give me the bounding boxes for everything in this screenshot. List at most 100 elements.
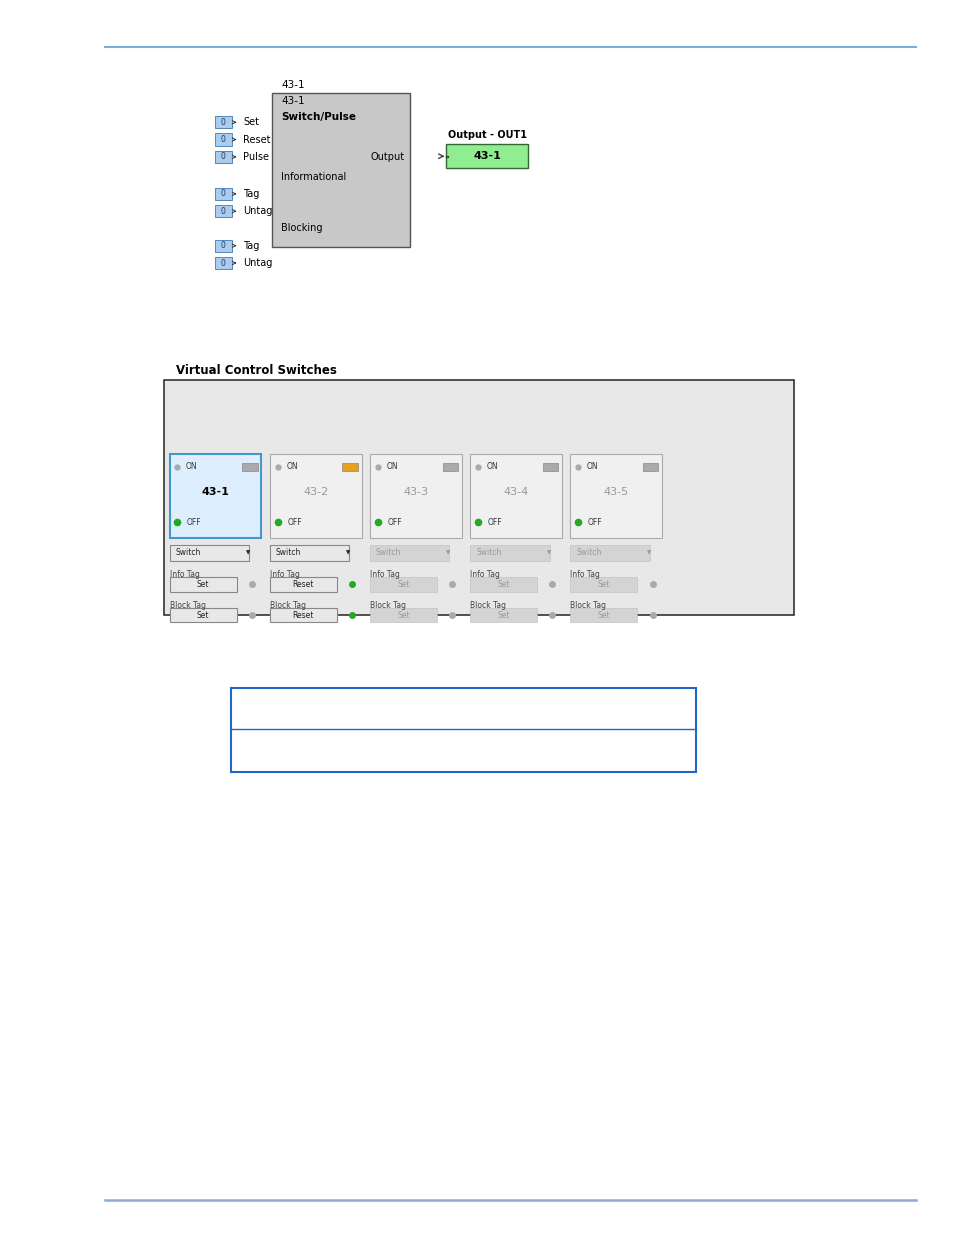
FancyBboxPatch shape [470, 545, 549, 561]
FancyBboxPatch shape [270, 454, 361, 538]
Text: Informational: Informational [281, 172, 346, 182]
Text: 43-3: 43-3 [403, 488, 428, 498]
Text: OFF: OFF [487, 517, 501, 527]
Text: Tag: Tag [243, 189, 259, 199]
FancyBboxPatch shape [170, 545, 249, 561]
Text: Info Tag: Info Tag [170, 569, 199, 579]
Text: Info Tag: Info Tag [470, 569, 499, 579]
FancyBboxPatch shape [570, 454, 661, 538]
Text: 43-1: 43-1 [201, 488, 230, 498]
Text: 43-2: 43-2 [303, 488, 328, 498]
Text: Set: Set [196, 610, 210, 620]
Text: 0: 0 [220, 206, 226, 216]
Text: Block Tag: Block Tag [570, 600, 606, 610]
Text: Info Tag: Info Tag [270, 569, 299, 579]
FancyBboxPatch shape [214, 133, 232, 146]
FancyBboxPatch shape [270, 545, 349, 561]
FancyBboxPatch shape [442, 463, 457, 472]
FancyBboxPatch shape [214, 257, 232, 269]
Text: ON: ON [486, 462, 497, 472]
FancyBboxPatch shape [272, 93, 410, 247]
Text: 0: 0 [220, 258, 226, 268]
FancyBboxPatch shape [370, 608, 436, 622]
FancyBboxPatch shape [342, 463, 357, 472]
Text: 43-4: 43-4 [503, 488, 528, 498]
Text: ▼: ▼ [346, 550, 350, 556]
Text: Output: Output [370, 152, 404, 162]
Text: Set: Set [597, 579, 610, 589]
Text: OFF: OFF [187, 517, 201, 527]
Text: OFF: OFF [387, 517, 401, 527]
FancyBboxPatch shape [446, 144, 527, 168]
FancyBboxPatch shape [570, 608, 637, 622]
Text: Info Tag: Info Tag [370, 569, 399, 579]
Text: Set: Set [396, 610, 410, 620]
Text: ON: ON [386, 462, 397, 472]
FancyBboxPatch shape [370, 454, 461, 538]
FancyBboxPatch shape [470, 608, 537, 622]
Text: 0: 0 [220, 152, 226, 162]
FancyBboxPatch shape [214, 240, 232, 252]
Text: Block Tag: Block Tag [470, 600, 506, 610]
Text: Set: Set [243, 117, 259, 127]
Text: ON: ON [186, 462, 197, 472]
Text: Switch/Pulse: Switch/Pulse [281, 112, 356, 122]
Text: 43-1: 43-1 [473, 151, 500, 162]
FancyBboxPatch shape [170, 577, 236, 592]
Text: OFF: OFF [587, 517, 601, 527]
Text: 0: 0 [220, 117, 226, 127]
Text: Block Tag: Block Tag [270, 600, 306, 610]
Text: Set: Set [597, 610, 610, 620]
FancyBboxPatch shape [470, 454, 561, 538]
Text: Switch: Switch [375, 548, 401, 557]
Text: Reset: Reset [293, 610, 314, 620]
FancyBboxPatch shape [214, 151, 232, 163]
Text: 43-5: 43-5 [603, 488, 628, 498]
Text: ▼: ▼ [546, 550, 550, 556]
Text: OFF: OFF [287, 517, 301, 527]
Text: ON: ON [586, 462, 598, 472]
Text: Virtual Control Switches: Virtual Control Switches [176, 363, 337, 377]
FancyBboxPatch shape [570, 545, 649, 561]
FancyBboxPatch shape [242, 463, 257, 472]
Text: Blocking: Blocking [281, 224, 323, 233]
Text: ON: ON [286, 462, 297, 472]
FancyBboxPatch shape [164, 380, 793, 615]
Text: Switch: Switch [275, 548, 301, 557]
Text: Set: Set [196, 579, 210, 589]
FancyBboxPatch shape [370, 577, 436, 592]
FancyBboxPatch shape [270, 577, 336, 592]
Text: Switch: Switch [476, 548, 501, 557]
FancyBboxPatch shape [270, 608, 336, 622]
FancyBboxPatch shape [170, 454, 261, 538]
Text: 43-1: 43-1 [281, 96, 305, 106]
Text: ▼: ▼ [246, 550, 250, 556]
Text: ▼: ▼ [646, 550, 650, 556]
Text: Tag: Tag [243, 241, 259, 251]
Text: Untag: Untag [243, 258, 273, 268]
Text: Switch: Switch [576, 548, 601, 557]
Text: Pulse: Pulse [243, 152, 269, 162]
Text: 0: 0 [220, 135, 226, 144]
Text: 0: 0 [220, 189, 226, 199]
FancyBboxPatch shape [370, 545, 449, 561]
Text: Block Tag: Block Tag [170, 600, 206, 610]
Text: Output - OUT1: Output - OUT1 [447, 130, 526, 140]
Text: Reset: Reset [293, 579, 314, 589]
Text: Info Tag: Info Tag [570, 569, 599, 579]
FancyBboxPatch shape [170, 608, 236, 622]
Text: 43-1: 43-1 [281, 80, 305, 90]
Text: Set: Set [497, 610, 510, 620]
FancyBboxPatch shape [214, 205, 232, 217]
FancyBboxPatch shape [214, 188, 232, 200]
FancyBboxPatch shape [231, 688, 696, 772]
FancyBboxPatch shape [470, 577, 537, 592]
Text: Reset: Reset [243, 135, 271, 144]
Text: Set: Set [396, 579, 410, 589]
Text: Set: Set [497, 579, 510, 589]
FancyBboxPatch shape [642, 463, 658, 472]
Text: Block Tag: Block Tag [370, 600, 406, 610]
Text: Untag: Untag [243, 206, 273, 216]
Text: 0: 0 [220, 241, 226, 251]
Text: ▼: ▼ [446, 550, 450, 556]
